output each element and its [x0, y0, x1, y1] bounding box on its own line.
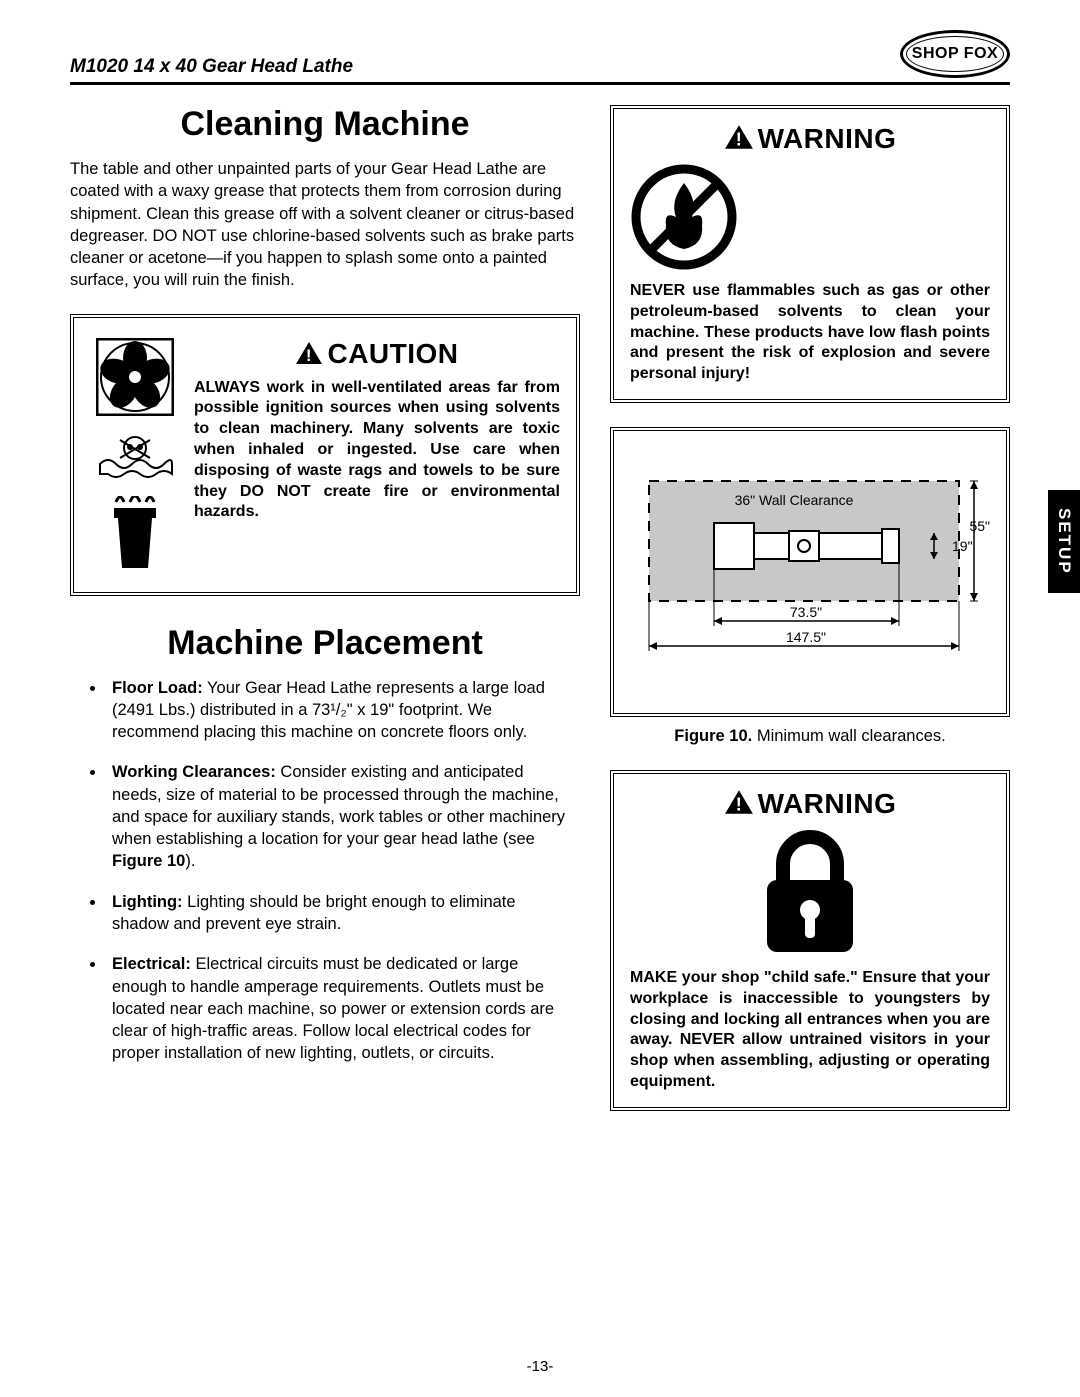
toxic-icon [96, 434, 174, 478]
warning-triangle-icon: ! [724, 789, 754, 815]
svg-text:!: ! [735, 130, 742, 150]
warning-childsafe-box: ! WARNING MAKE your shop "child safe." E… [610, 770, 1010, 1111]
no-fire-icon [630, 163, 738, 271]
svg-text:!: ! [306, 346, 312, 365]
page-number: -13- [0, 1358, 1080, 1375]
list-item: Floor Load: Your Gear Head Lathe represe… [106, 677, 580, 744]
figure-10-diagram: 36" Wall Clearance 55" 19" [610, 427, 1010, 717]
fig-label-wall: 36" Wall Clearance [735, 492, 854, 508]
svg-text:!: ! [735, 795, 742, 815]
caution-icon-column [90, 338, 180, 572]
page-header: M1020 14 x 40 Gear Head Lathe SHOP FOX [70, 30, 1010, 85]
padlock-icon [755, 828, 865, 958]
warning-triangle-icon: ! [724, 124, 754, 150]
cleaning-intro: The table and other unpainted parts of y… [70, 158, 580, 292]
fig-label-147: 147.5" [786, 629, 826, 645]
caution-box: ! CAUTION ALWAYS work in well-ventilated… [70, 314, 580, 596]
header-title: M1020 14 x 40 Gear Head Lathe [70, 56, 353, 78]
placement-list: Floor Load: Your Gear Head Lathe represe… [70, 677, 580, 1065]
warning-body: MAKE your shop "child safe." Ensure that… [630, 968, 990, 1093]
warning-label: ! WARNING [630, 123, 990, 155]
figure-caption: Figure 10. Minimum wall clearances. [610, 727, 1010, 746]
list-item: Working Clearances: Consider existing an… [106, 761, 580, 872]
warning-triangle-icon: ! [295, 341, 323, 365]
warning-label: ! WARNING [630, 788, 990, 820]
cleaning-heading: Cleaning Machine [70, 105, 580, 144]
caution-label: ! CAUTION [194, 338, 560, 370]
warning-flammable-box: ! WARNING NEVER use flammables such as g… [610, 105, 1010, 403]
trash-fire-icon [106, 496, 164, 572]
fan-icon [96, 338, 174, 416]
list-item: Lighting: Lighting should be bright enou… [106, 891, 580, 936]
brand-logo-text: SHOP FOX [912, 45, 998, 63]
brand-logo: SHOP FOX [900, 30, 1010, 78]
list-item: Electrical: Electrical circuits must be … [106, 953, 580, 1064]
fig-label-73: 73.5" [790, 604, 822, 620]
caution-body: ALWAYS work in well-ventilated areas far… [194, 378, 560, 524]
section-tab-setup: SETUP [1048, 490, 1080, 593]
fig-label-55: 55" [969, 518, 990, 534]
warning-body: NEVER use flammables such as gas or othe… [630, 281, 990, 385]
placement-heading: Machine Placement [70, 624, 580, 663]
fig-label-19: 19" [952, 538, 973, 554]
